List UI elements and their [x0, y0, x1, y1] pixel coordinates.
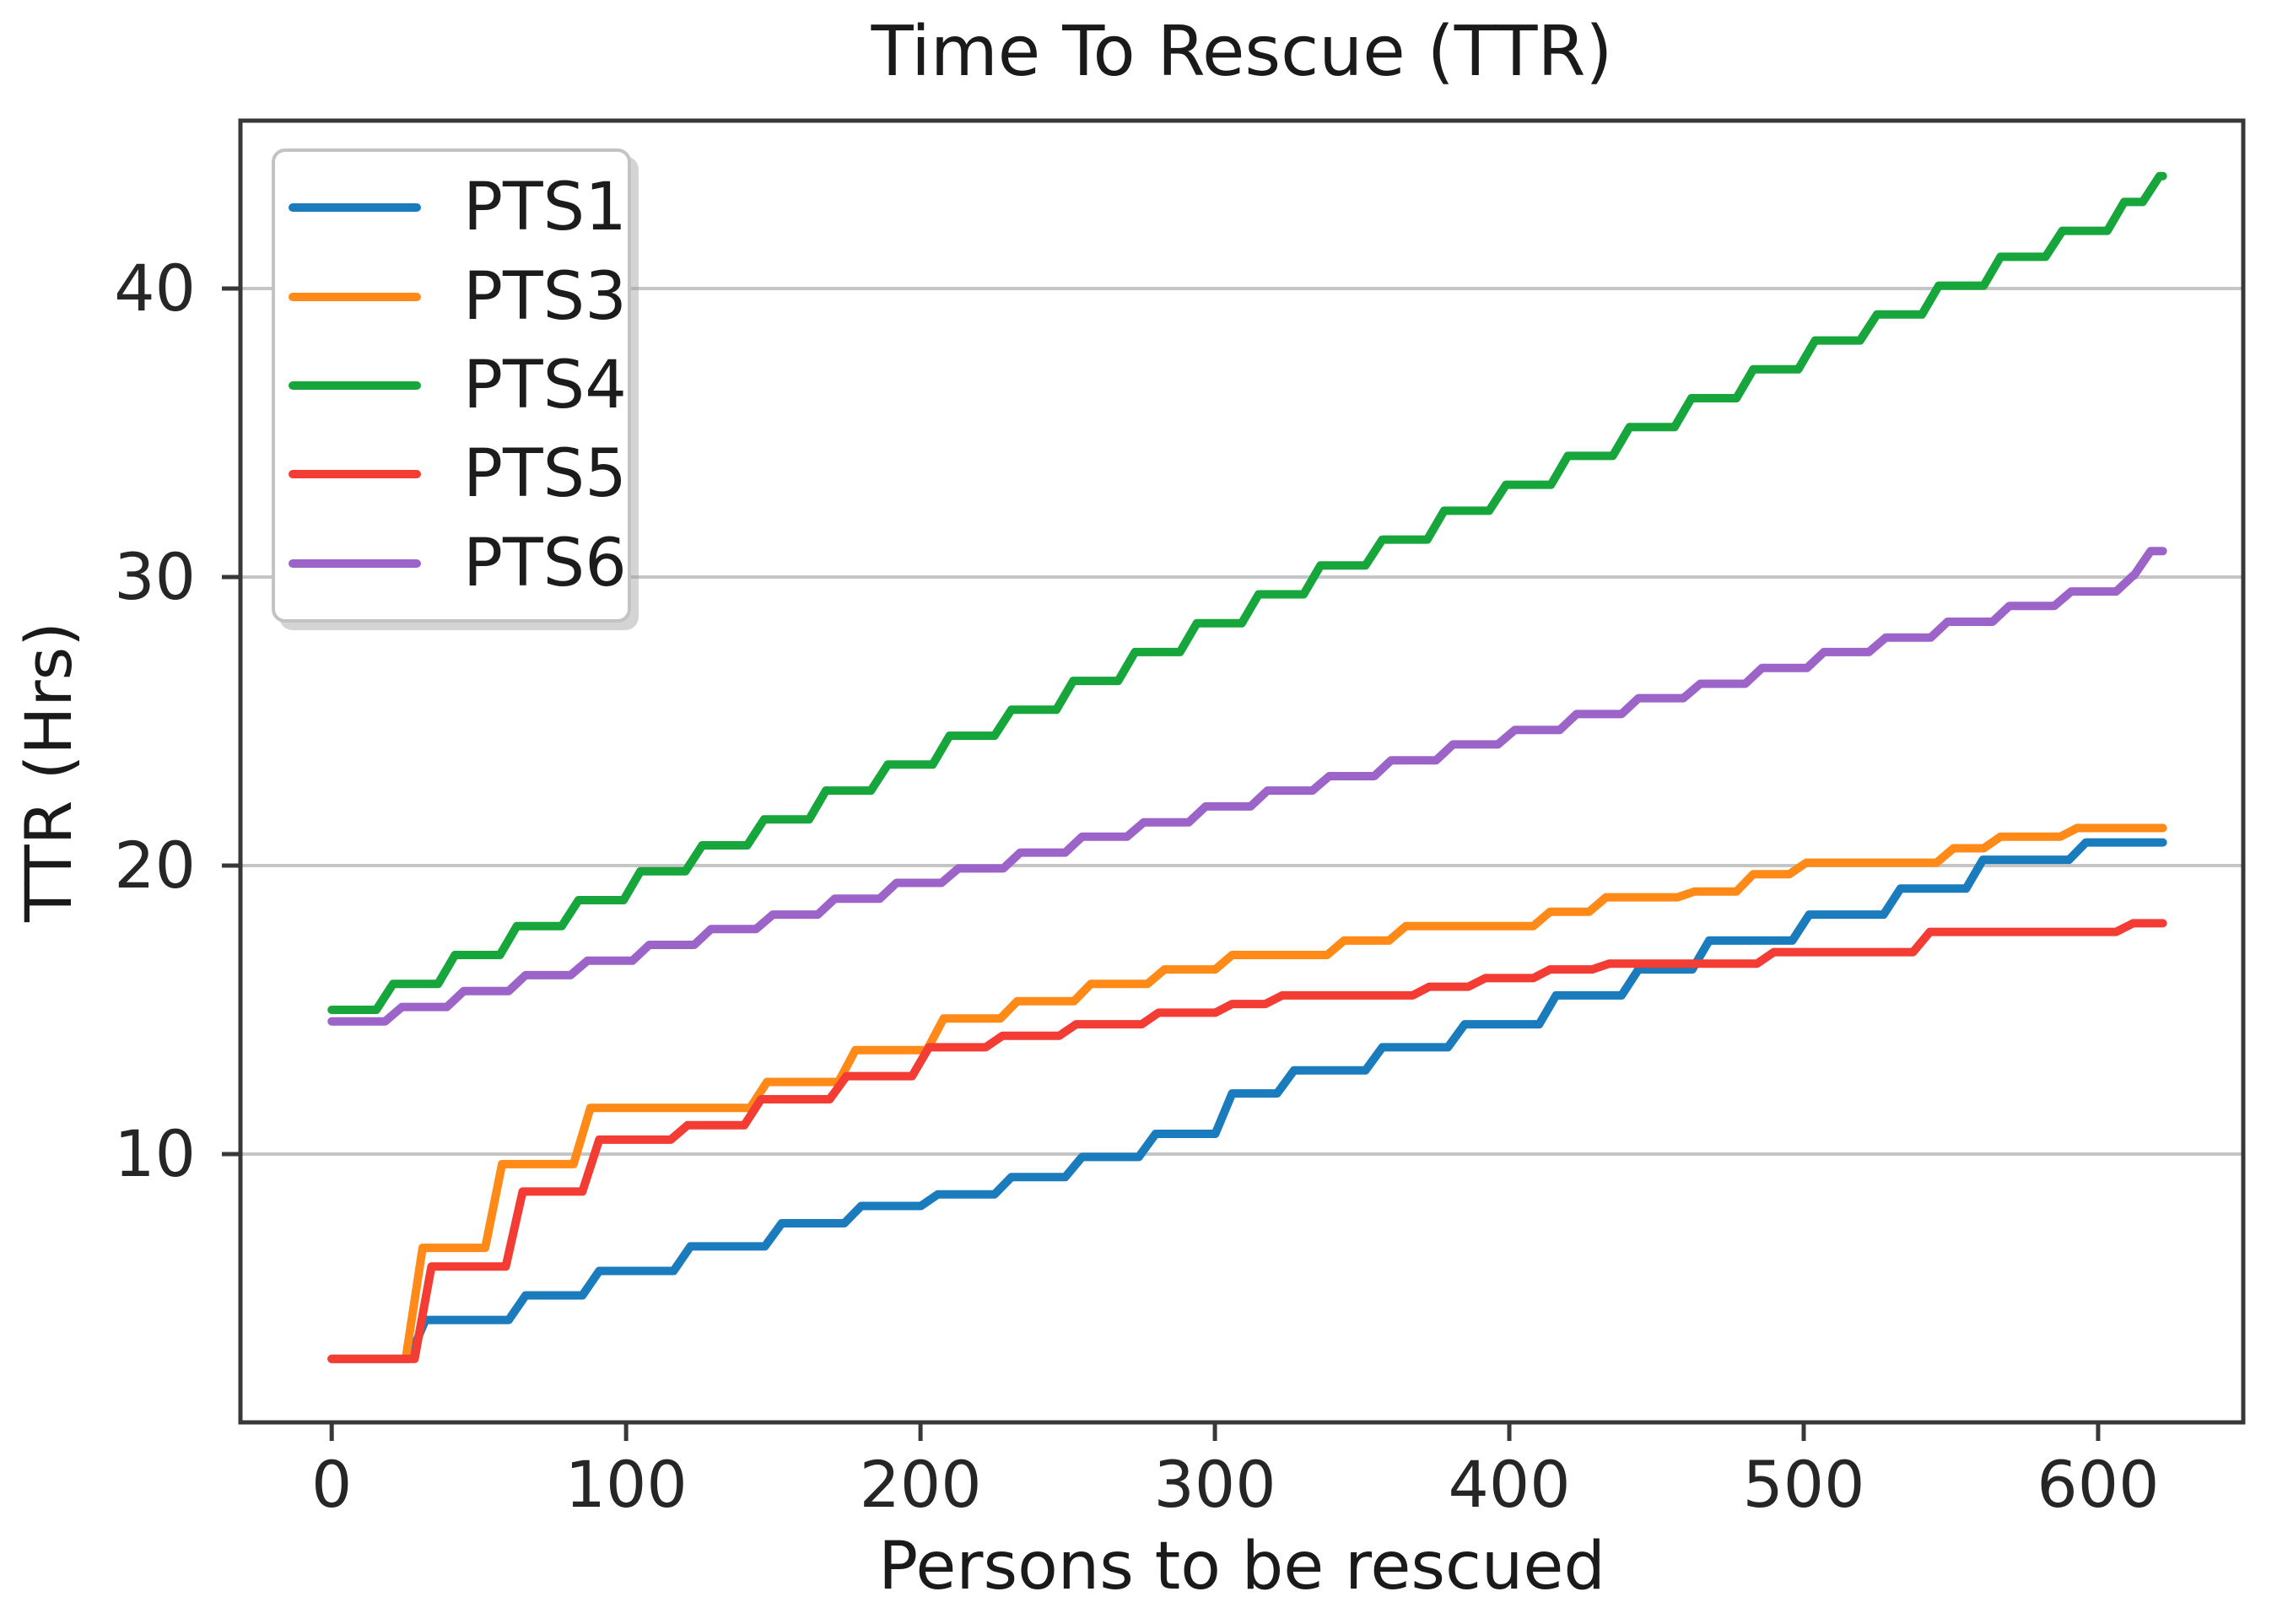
legend-label-pts6: PTS6: [463, 525, 627, 602]
legend-label-pts5: PTS5: [463, 436, 627, 513]
x-tick-label-500: 500: [1742, 1447, 1865, 1522]
legend-line-sample-pts1: [289, 203, 421, 213]
legend-label-pts4: PTS4: [463, 347, 627, 424]
series-line-pts5: [327, 919, 2167, 1363]
y-tick-label-30: 30: [114, 539, 196, 614]
y-axis-label: TTR (Hrs): [11, 622, 86, 922]
x-tick-label-200: 200: [859, 1447, 982, 1522]
y-tick-label-20: 20: [114, 827, 196, 903]
x-tick-label-0: 0: [310, 1447, 353, 1522]
series-line-pts4: [327, 171, 2167, 1014]
series-line-pts6: [327, 547, 2167, 1026]
legend-label-pts1: PTS1: [463, 170, 627, 246]
x-axis-label: Persons to be rescued: [878, 1529, 1605, 1605]
x-tick-label-400: 400: [1448, 1447, 1571, 1522]
y-tick-label-40: 40: [114, 251, 196, 326]
legend-entry-pts6: PTS6: [289, 531, 628, 596]
legend-entry-pts4: PTS4: [289, 353, 628, 418]
legend-line-sample-pts5: [289, 470, 421, 479]
chart-title: Time To Rescue (TTR): [871, 12, 1613, 92]
legend-entry-pts1: PTS1: [289, 175, 628, 240]
x-tick-label-300: 300: [1153, 1447, 1276, 1522]
plot-border: [238, 118, 2246, 1425]
legend-entry-pts5: PTS5: [289, 441, 628, 507]
legend-entry-pts3: PTS3: [289, 264, 628, 330]
x-tick-label-600: 600: [2037, 1447, 2160, 1522]
series-line-pts3: [327, 823, 2167, 1363]
legend-line-sample-pts6: [289, 558, 421, 568]
series-line-pts1: [327, 838, 2167, 1363]
legend-line-sample-pts4: [289, 380, 421, 390]
legend-box: PTS1 PTS3 PTS4 PTS5 PTS6: [272, 148, 631, 623]
x-tick-label-100: 100: [564, 1447, 688, 1522]
y-tick-label-10: 10: [114, 1115, 196, 1191]
legend-line-sample-pts3: [289, 292, 421, 301]
legend-label-pts3: PTS3: [463, 258, 627, 335]
